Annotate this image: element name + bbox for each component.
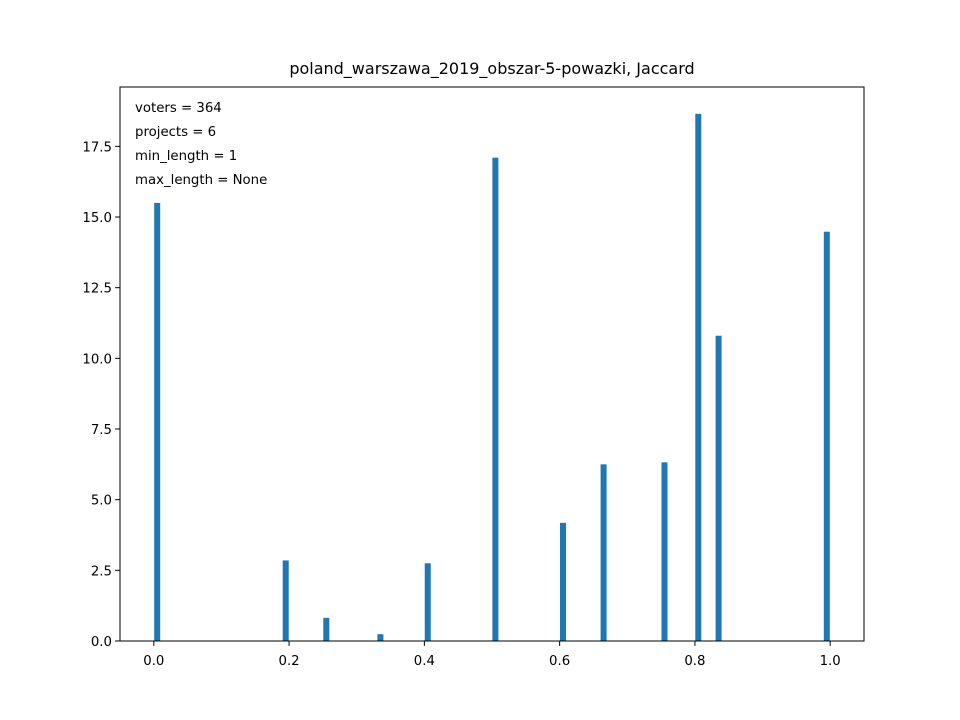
y-tick-label: 10.0 — [82, 352, 112, 367]
bar — [695, 113, 702, 642]
bars — [154, 113, 830, 642]
annotation-max-length: max_length = None — [135, 173, 267, 188]
bar — [377, 634, 384, 641]
bar — [715, 335, 722, 641]
bar — [323, 617, 330, 641]
y-tick-label: 5.0 — [91, 494, 112, 509]
plot-frame — [119, 86, 865, 642]
annotation-box: voters = 364 projects = 6 min_length = 1… — [135, 101, 267, 188]
x-tick-label: 0.6 — [549, 654, 570, 669]
bar — [560, 522, 567, 641]
y-tick-label: 17.5 — [82, 140, 112, 155]
y-tick-label: 2.5 — [91, 564, 112, 579]
y-tick-label: 0.0 — [91, 635, 112, 650]
y-axis: 0.0 2.5 5.0 7.5 10.0 12.5 15.0 17.5 — [82, 140, 120, 650]
bar — [600, 464, 607, 641]
y-tick-label: 15.0 — [82, 211, 112, 226]
y-tick-label: 7.5 — [91, 423, 112, 438]
x-tick-label: 0.0 — [143, 654, 164, 669]
annotation-projects: projects = 6 — [135, 125, 216, 140]
bar — [282, 560, 289, 641]
x-tick-label: 0.2 — [279, 654, 300, 669]
bar — [154, 202, 161, 641]
bar — [823, 231, 830, 641]
x-tick-label: 1.0 — [820, 654, 841, 669]
bar — [424, 563, 431, 641]
x-tick-label: 0.8 — [684, 654, 705, 669]
x-axis: 0.0 0.2 0.4 0.6 0.8 1.0 — [143, 641, 841, 669]
bar — [661, 462, 668, 641]
bar — [492, 157, 499, 641]
x-tick-label: 0.4 — [414, 654, 435, 669]
chart-title: poland_warszawa_2019_obszar-5-powazki, J… — [289, 59, 694, 79]
annotation-min-length: min_length = 1 — [135, 149, 237, 164]
y-tick-label: 12.5 — [82, 282, 112, 297]
annotation-voters: voters = 364 — [135, 101, 222, 116]
